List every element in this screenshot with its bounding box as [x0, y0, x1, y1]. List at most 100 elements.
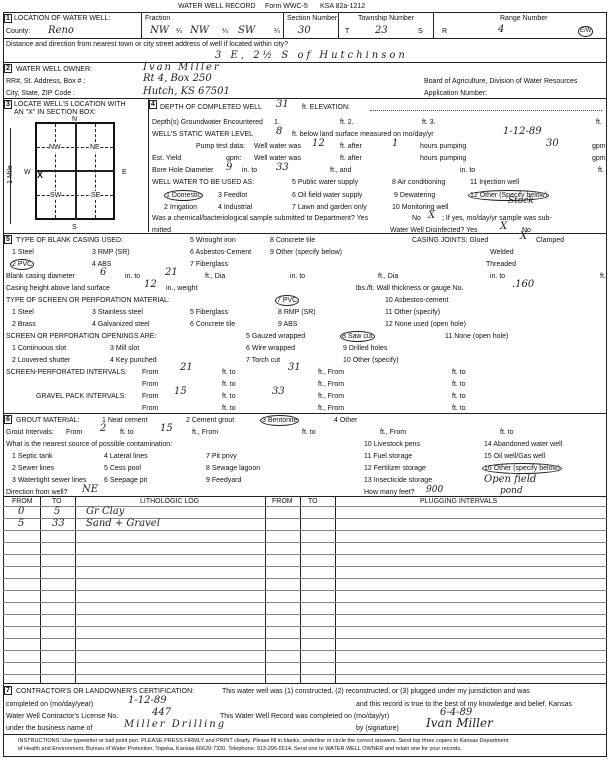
- casing-option-selected[interactable]: 2 PVC: [10, 259, 35, 270]
- grout-option[interactable]: 2 Cement grout: [186, 417, 235, 424]
- opening-option[interactable]: 4 Key punched: [110, 357, 157, 364]
- owner-value[interactable]: Ivan Miller: [143, 62, 221, 73]
- screen-option[interactable]: 4 Galvanized steel: [92, 321, 150, 328]
- grout-option[interactable]: 1 Neat cement: [102, 417, 148, 424]
- grout-from-value[interactable]: 2: [100, 423, 107, 434]
- contam-option-selected[interactable]: 16 Other (specify below): [482, 463, 562, 474]
- casing-option[interactable]: 9 Other (specify below): [270, 249, 342, 256]
- chem-no-mark[interactable]: X: [428, 210, 436, 221]
- screen-from-value[interactable]: 21: [180, 362, 193, 373]
- contam-option[interactable]: 5 Cess pool: [104, 465, 141, 472]
- screen-option[interactable]: 2 Brass: [12, 321, 36, 328]
- log-from[interactable]: 5: [18, 518, 25, 529]
- screen-option-selected[interactable]: 7 PVC: [275, 295, 300, 306]
- contam-option[interactable]: 2 Sewer lines: [12, 465, 55, 472]
- contam-option[interactable]: 12 Fertilizer storage: [364, 465, 426, 472]
- range-value[interactable]: 4: [498, 24, 505, 35]
- opening-option[interactable]: 9 Drilled holes: [343, 345, 388, 352]
- use-option[interactable]: 2 Irrigation: [164, 204, 198, 211]
- fraction-1[interactable]: NW: [150, 25, 170, 36]
- log-to[interactable]: 33: [52, 518, 65, 529]
- use-option[interactable]: 5 Public water supply: [292, 179, 359, 186]
- use-option-selected[interactable]: 1 Domestic: [164, 190, 204, 201]
- use-option[interactable]: 3 Feedlot: [218, 192, 248, 199]
- opening-option[interactable]: 2 Louvered shutter: [12, 357, 71, 364]
- grout-option[interactable]: 4 Other: [334, 417, 358, 424]
- screen-option[interactable]: 10 Asbestos-cement: [385, 297, 449, 304]
- distance-value[interactable]: 3 E, 2½ S of Hutchinson: [215, 50, 408, 61]
- use-option[interactable]: 6 Oil field water supply: [292, 192, 363, 199]
- contam-option[interactable]: 1 Septic tank: [12, 453, 53, 460]
- opening-option[interactable]: 6 Wire wrapped: [246, 345, 296, 352]
- grout-to-value[interactable]: 15: [160, 423, 173, 434]
- use-option[interactable]: 7 Lawn and garden only: [292, 204, 367, 211]
- casing-height-value[interactable]: 12: [144, 279, 157, 290]
- range-ew[interactable]: E/W: [578, 26, 594, 37]
- county-value[interactable]: Reno: [48, 25, 74, 36]
- static-date-value[interactable]: 1-12-89: [503, 126, 542, 137]
- pump-ft-value[interactable]: 12: [312, 138, 325, 149]
- screen-to-value[interactable]: 31: [288, 362, 301, 373]
- contam-option[interactable]: 10 Livestock pens: [364, 441, 421, 448]
- pump-gpm-value[interactable]: 30: [546, 138, 559, 149]
- contam-option[interactable]: 8 Sewage lagoon: [206, 465, 261, 472]
- contam-option[interactable]: 7 Pit privy: [206, 453, 237, 460]
- casing-diameter-value[interactable]: 6: [100, 267, 107, 278]
- pump-hours-value[interactable]: 1: [392, 138, 399, 149]
- use-option[interactable]: 8 Air conditioning: [392, 179, 446, 186]
- gravel-from-value[interactable]: 15: [174, 386, 187, 397]
- gravel-to-value[interactable]: 33: [272, 386, 285, 397]
- business-value[interactable]: Miller Drilling: [124, 719, 227, 730]
- opening-option[interactable]: 7 Torch cut: [246, 357, 281, 364]
- disinfected-yes-mark[interactable]: X: [500, 221, 508, 232]
- opening-option[interactable]: 10 Other (specify): [343, 357, 399, 364]
- fraction-2[interactable]: NW: [190, 25, 210, 36]
- contam-option[interactable]: 6 Seepage pit: [104, 477, 148, 484]
- screen-option[interactable]: 8 RMP (SR): [278, 309, 316, 316]
- casing-option[interactable]: 8 Concrete tile: [270, 237, 316, 244]
- casing-option[interactable]: 7 Fiberglass: [190, 261, 229, 268]
- other-contamination-value[interactable]: Open field: [484, 474, 537, 485]
- glued-mark[interactable]: X: [520, 231, 528, 242]
- grout-option-selected[interactable]: 3 Bentonite: [260, 415, 300, 426]
- contam-option[interactable]: 9 Feedyard: [206, 477, 242, 484]
- contam-option[interactable]: 15 Oil well/Gas well: [484, 453, 546, 460]
- contam-option[interactable]: 3 Watertight sewer lines: [12, 477, 87, 484]
- opening-option[interactable]: 11 None (open hole): [445, 333, 509, 340]
- bore-ft-value[interactable]: 33: [276, 162, 289, 173]
- opening-option[interactable]: 3 Mill slot: [110, 345, 140, 352]
- depth-value[interactable]: 31: [276, 99, 289, 110]
- township-value[interactable]: 23: [375, 25, 388, 36]
- completed-value[interactable]: 1-12-89: [128, 695, 167, 706]
- contam-option[interactable]: 13 Insecticide storage: [364, 477, 433, 484]
- address-value[interactable]: Rt 4, Box 250: [143, 73, 212, 84]
- static-level-value[interactable]: 8: [276, 126, 283, 137]
- section-value[interactable]: 30: [298, 25, 311, 36]
- fraction-3[interactable]: SW: [238, 25, 256, 36]
- screen-option[interactable]: 6 Concrete tile: [190, 321, 236, 328]
- log-to[interactable]: 5: [54, 506, 61, 517]
- screen-option[interactable]: 3 Stainless steel: [92, 309, 143, 316]
- other-use-value[interactable]: Stock: [508, 196, 534, 206]
- casing-option[interactable]: 5 Wrought iron: [190, 237, 236, 244]
- casing-option[interactable]: 1 Steel: [12, 249, 34, 256]
- use-option[interactable]: 10 Monitoring well: [392, 204, 449, 211]
- contam-option[interactable]: 14 Abandoned water well: [484, 441, 563, 448]
- feet-value[interactable]: 900: [426, 485, 444, 495]
- use-option[interactable]: 9 Dewatering: [394, 192, 436, 199]
- opening-option[interactable]: 5 Gauzed wrapped: [246, 333, 306, 340]
- opening-option[interactable]: 1 Continuous slot: [12, 345, 67, 352]
- log-description[interactable]: Sand + Gravel: [86, 518, 160, 529]
- license-value[interactable]: 447: [152, 707, 172, 718]
- screen-option[interactable]: 12 None used (open hole): [385, 321, 466, 328]
- gauge-value[interactable]: .160: [512, 279, 535, 290]
- screen-option[interactable]: 1 Steel: [12, 309, 34, 316]
- casing-option[interactable]: 4 ABS: [92, 261, 112, 268]
- casing-depth-value[interactable]: 21: [165, 267, 178, 278]
- casing-option[interactable]: 6 Asbestos-Cement: [190, 249, 252, 256]
- contam-option[interactable]: 11 Fuel storage: [364, 453, 413, 460]
- use-option[interactable]: 4 Industrial: [218, 204, 253, 211]
- contam-option[interactable]: 4 Lateral lines: [104, 453, 148, 460]
- bore-in-value[interactable]: 9: [226, 162, 233, 173]
- city-value[interactable]: Hutch, KS 67501: [143, 86, 230, 97]
